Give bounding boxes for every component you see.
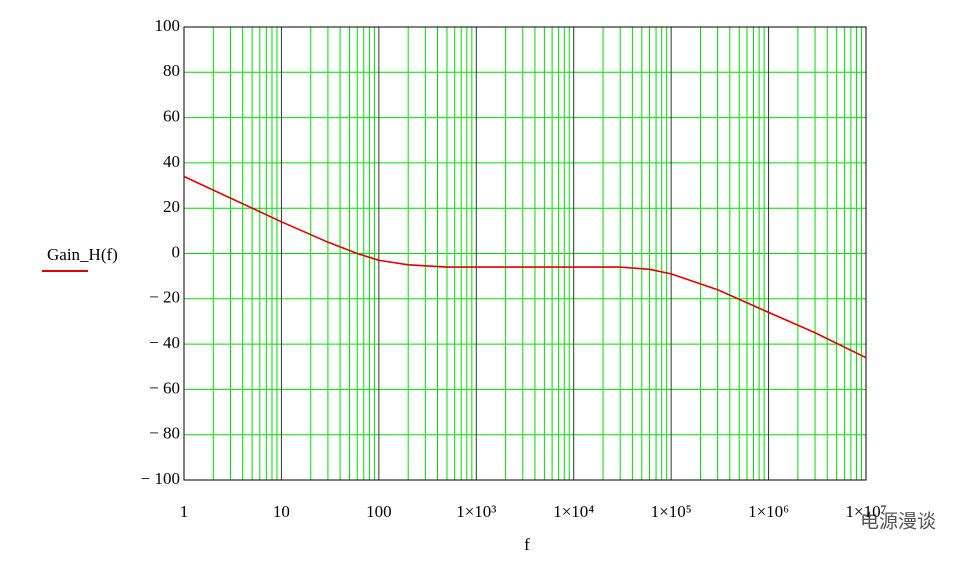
plot-frame — [183, 26, 867, 481]
x-tick-label: 1×10⁴ — [553, 502, 594, 521]
y-tick-label: − 40 — [149, 333, 180, 352]
y-tick-label: − 80 — [149, 424, 180, 443]
x-tick-label: 1×10⁶ — [748, 502, 789, 521]
watermark: 电源漫谈 — [860, 510, 936, 532]
y-tick-label: − 60 — [149, 378, 180, 397]
y-tick-label: 20 — [163, 197, 180, 216]
x-tick-label: 1×10³ — [456, 502, 496, 521]
x-tick-label: 1 — [180, 502, 189, 521]
y-axis-label: Gain_H(f) — [47, 245, 118, 264]
y-tick-label: 80 — [163, 61, 180, 80]
x-tick-label: 10 — [273, 502, 290, 521]
x-tick-label: 1×10⁷ — [845, 502, 886, 521]
line — [183, 175, 867, 359]
y-tick-label: 40 — [163, 152, 180, 171]
y-tick-label: − 100 — [141, 469, 180, 488]
y-tick-label: − 20 — [149, 288, 180, 307]
y-tick-label: 100 — [155, 16, 181, 35]
x-axis-label: f — [524, 535, 530, 554]
x-tick-label: 1×10⁵ — [651, 502, 692, 521]
y-tick-label: 60 — [163, 107, 180, 126]
y-tick-label: 0 — [172, 242, 181, 261]
x-tick-label: 100 — [366, 502, 392, 521]
